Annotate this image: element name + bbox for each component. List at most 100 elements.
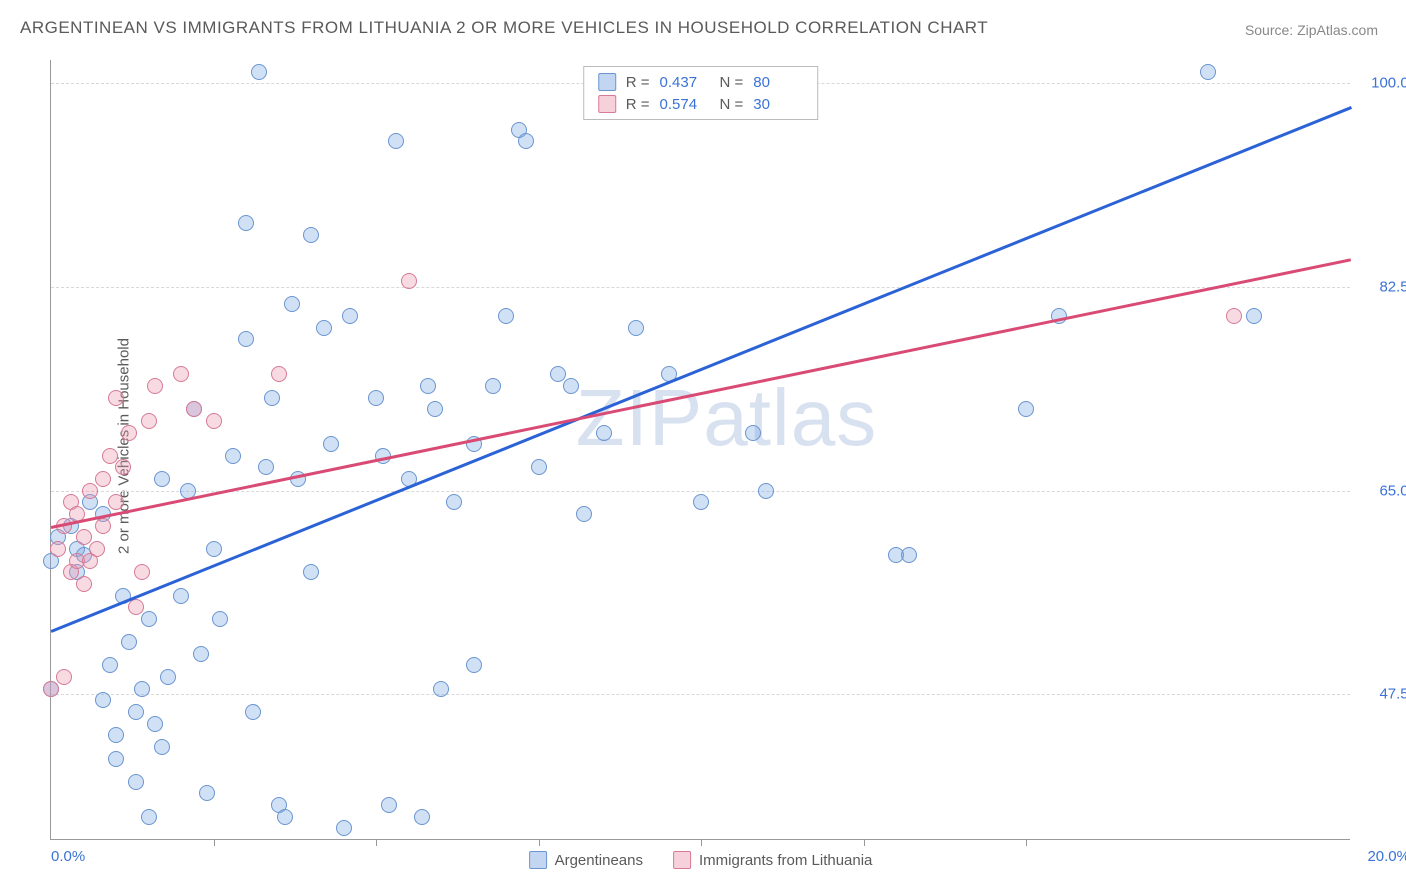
y-tick-label: 100.0% <box>1371 75 1406 92</box>
correlation-legend: R =0.437N =80R =0.574N =30 <box>583 66 819 120</box>
x-minor-tick <box>1026 839 1027 846</box>
data-point-a <box>323 436 339 452</box>
data-point-b <box>1226 308 1242 324</box>
legend-label: Immigrants from Lithuania <box>699 852 872 869</box>
data-point-a <box>414 809 430 825</box>
data-point-a <box>141 809 157 825</box>
data-point-a <box>368 390 384 406</box>
trendline-a <box>51 107 1352 633</box>
data-point-b <box>95 471 111 487</box>
corr-n-label: N = <box>720 96 744 113</box>
x-minor-tick <box>539 839 540 846</box>
data-point-b <box>401 273 417 289</box>
data-point-b <box>76 529 92 545</box>
corr-r-label: R = <box>626 96 650 113</box>
x-tick-label: 0.0% <box>51 848 85 865</box>
data-point-a <box>160 669 176 685</box>
data-point-a <box>518 133 534 149</box>
data-point-b <box>121 425 137 441</box>
y-tick-label: 47.5% <box>1379 686 1406 703</box>
legend-item: Immigrants from Lithuania <box>673 851 872 869</box>
data-point-a <box>264 390 280 406</box>
data-point-a <box>108 727 124 743</box>
x-minor-tick <box>376 839 377 846</box>
data-point-b <box>128 599 144 615</box>
data-point-a <box>427 401 443 417</box>
data-point-a <box>238 215 254 231</box>
gridline-h <box>51 491 1350 492</box>
corr-n-value: 30 <box>753 96 803 113</box>
x-tick-label: 20.0% <box>1367 848 1406 865</box>
data-point-a <box>128 704 144 720</box>
data-point-a <box>258 459 274 475</box>
data-point-a <box>1246 308 1262 324</box>
data-point-a <box>576 506 592 522</box>
data-point-a <box>901 547 917 563</box>
data-point-b <box>141 413 157 429</box>
data-point-a <box>433 681 449 697</box>
corr-r-value: 0.437 <box>660 74 710 91</box>
data-point-b <box>56 669 72 685</box>
data-point-b <box>147 378 163 394</box>
data-point-a <box>284 296 300 312</box>
trendline-b <box>51 258 1351 528</box>
data-point-a <box>336 820 352 836</box>
data-point-a <box>154 739 170 755</box>
x-minor-tick <box>701 839 702 846</box>
data-point-a <box>531 459 547 475</box>
data-point-a <box>193 646 209 662</box>
data-point-a <box>745 425 761 441</box>
data-point-a <box>95 692 111 708</box>
y-tick-label: 65.0% <box>1379 482 1406 499</box>
data-point-b <box>82 483 98 499</box>
data-point-a <box>563 378 579 394</box>
data-point-a <box>498 308 514 324</box>
data-point-a <box>134 681 150 697</box>
data-point-b <box>108 494 124 510</box>
data-point-b <box>43 681 59 697</box>
gridline-h <box>51 694 1350 695</box>
data-point-a <box>128 774 144 790</box>
legend-swatch-icon <box>598 73 616 91</box>
data-point-b <box>102 448 118 464</box>
data-point-a <box>381 797 397 813</box>
data-point-a <box>1200 64 1216 80</box>
data-point-b <box>115 459 131 475</box>
legend-swatch-icon <box>598 95 616 113</box>
data-point-a <box>173 588 189 604</box>
data-point-b <box>186 401 202 417</box>
data-point-b <box>206 413 222 429</box>
data-point-a <box>277 809 293 825</box>
legend-label: Argentineans <box>555 852 643 869</box>
data-point-a <box>108 751 124 767</box>
data-point-a <box>154 471 170 487</box>
data-point-a <box>121 634 137 650</box>
data-point-a <box>388 133 404 149</box>
data-point-a <box>316 320 332 336</box>
corr-legend-row: R =0.437N =80 <box>584 71 818 93</box>
data-point-a <box>212 611 228 627</box>
corr-r-value: 0.574 <box>660 96 710 113</box>
chart-title: ARGENTINEAN VS IMMIGRANTS FROM LITHUANIA… <box>20 18 988 38</box>
data-point-b <box>108 390 124 406</box>
data-point-a <box>238 331 254 347</box>
data-point-a <box>485 378 501 394</box>
data-point-a <box>225 448 241 464</box>
data-point-b <box>173 366 189 382</box>
data-point-a <box>199 785 215 801</box>
data-point-a <box>628 320 644 336</box>
data-point-a <box>303 564 319 580</box>
data-point-a <box>147 716 163 732</box>
corr-n-label: N = <box>720 74 744 91</box>
data-point-a <box>550 366 566 382</box>
data-point-a <box>466 657 482 673</box>
data-point-b <box>271 366 287 382</box>
series-legend: Argentineans Immigrants from Lithuania <box>529 851 873 869</box>
gridline-h <box>51 287 1350 288</box>
data-point-a <box>1018 401 1034 417</box>
x-minor-tick <box>214 839 215 846</box>
legend-swatch-icon <box>673 851 691 869</box>
data-point-b <box>134 564 150 580</box>
legend-swatch-icon <box>529 851 547 869</box>
y-tick-label: 82.5% <box>1379 279 1406 296</box>
